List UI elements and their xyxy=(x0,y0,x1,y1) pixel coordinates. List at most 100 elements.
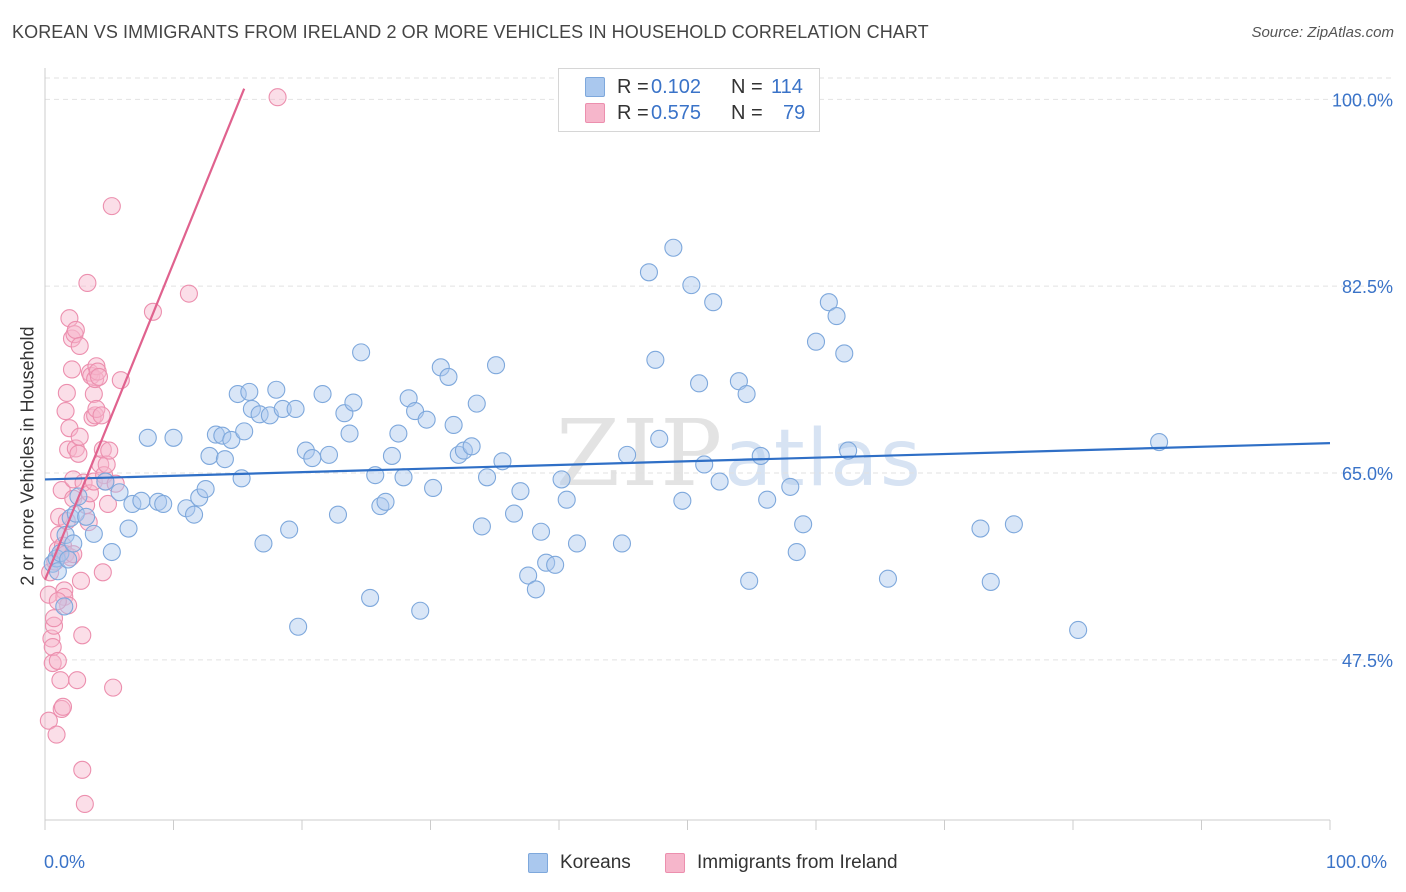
ireland-point xyxy=(80,484,100,503)
korean-point xyxy=(650,429,669,448)
x-tick-label-max: 100.0% xyxy=(1326,852,1388,872)
korean-point xyxy=(84,524,103,543)
legend-item-ireland: Immigrants from Ireland xyxy=(665,852,898,874)
korean-point xyxy=(185,505,204,524)
ireland-point xyxy=(59,440,78,459)
korean-point xyxy=(352,343,371,362)
korean-point xyxy=(389,424,408,443)
korean-point xyxy=(394,468,413,487)
korean-point xyxy=(737,384,756,404)
y-tick-label: 82.5% xyxy=(1342,277,1393,297)
korean-point xyxy=(758,490,777,509)
korean-point xyxy=(710,472,729,491)
korean-point xyxy=(340,424,359,443)
ireland-point xyxy=(48,651,67,670)
korean-point xyxy=(164,428,183,447)
korean-point xyxy=(467,394,486,413)
korean-n-label: N = xyxy=(731,75,763,98)
korean-point xyxy=(639,263,659,282)
korean-point xyxy=(781,477,800,496)
korean-points xyxy=(43,238,1169,640)
korean-point xyxy=(417,410,436,429)
ireland-point xyxy=(83,408,102,427)
korean-point xyxy=(77,507,96,526)
korean-point xyxy=(222,430,241,449)
korean-point xyxy=(64,534,83,553)
korean-point xyxy=(96,472,115,491)
korean-point xyxy=(618,445,637,464)
korean-r-value: 0.102 xyxy=(651,75,702,98)
ireland-point xyxy=(268,88,287,107)
korean-point xyxy=(313,384,332,404)
ireland-trend-line xyxy=(43,88,246,581)
korean-point xyxy=(462,437,481,456)
korean-point xyxy=(835,344,854,363)
korean-point xyxy=(102,542,121,562)
korean-point xyxy=(827,307,846,326)
ireland-point xyxy=(84,384,103,404)
korean-point xyxy=(1150,433,1169,452)
ireland-swatch xyxy=(585,103,605,123)
korean-point xyxy=(215,450,234,469)
korean-point xyxy=(794,515,813,534)
korean-point xyxy=(526,580,545,599)
korean-point xyxy=(519,566,538,585)
korean-point xyxy=(59,550,78,569)
korean-point xyxy=(213,426,232,445)
korean-point xyxy=(664,238,683,257)
korean-point xyxy=(273,399,292,419)
ireland-point xyxy=(70,336,89,356)
y-axis-label: 2 or more Vehicles in Household xyxy=(17,326,38,586)
korean-trend-line xyxy=(44,442,1331,481)
korean-point xyxy=(319,445,339,464)
ireland-r-label: R = xyxy=(617,101,649,124)
ireland-point xyxy=(78,273,97,293)
y-tick-label: 65.0% xyxy=(1342,464,1393,484)
x-tick-label-min: 0.0% xyxy=(44,852,86,872)
ireland-point xyxy=(71,571,91,590)
ireland-point xyxy=(39,711,58,730)
korean-point xyxy=(704,293,723,312)
watermark: ZIPatlas xyxy=(556,400,923,507)
korean-point xyxy=(235,422,254,441)
korean-point xyxy=(537,553,556,572)
korean-point xyxy=(55,597,74,616)
ireland-legend-label: Immigrants from Ireland xyxy=(697,852,898,873)
korean-point xyxy=(806,332,826,351)
ireland-r-value: 0.575 xyxy=(651,101,702,124)
korean-point xyxy=(228,384,247,404)
ireland-point xyxy=(56,402,75,421)
ireland-point xyxy=(69,444,88,463)
korean-point xyxy=(552,470,571,489)
korean-point xyxy=(119,519,138,538)
axes xyxy=(44,68,1331,830)
ireland-point xyxy=(86,406,105,425)
korean-point xyxy=(971,519,990,538)
korean-point xyxy=(567,534,587,553)
korean-point xyxy=(511,482,530,501)
korean-point xyxy=(673,491,692,510)
korean-r-label: R = xyxy=(617,75,649,98)
korean-point xyxy=(424,478,443,498)
korean-point xyxy=(557,490,576,509)
koreans-legend-label: Koreans xyxy=(560,852,631,873)
korean-point xyxy=(200,446,219,465)
ireland-point xyxy=(55,581,74,600)
y-tick-labels: 47.5% 65.0% 82.5% 100.0% xyxy=(1332,90,1393,671)
korean-point xyxy=(240,382,259,401)
ireland-point xyxy=(61,548,80,567)
korean-point xyxy=(878,569,898,588)
korean-point xyxy=(267,380,286,399)
korean-point xyxy=(690,374,709,393)
ireland-point xyxy=(179,284,198,303)
ireland-point xyxy=(93,563,112,582)
series-legend: Koreans Immigrants from Ireland xyxy=(0,852,1406,878)
ireland-point xyxy=(66,320,85,340)
korean-point xyxy=(1069,620,1088,640)
korean-point xyxy=(254,534,273,553)
stats-legend: R = 0.102 N = 114 R = 0.575 N = 79 xyxy=(558,68,820,132)
ireland-point xyxy=(57,383,76,402)
ireland-point xyxy=(47,725,66,744)
korean-point xyxy=(819,293,838,312)
